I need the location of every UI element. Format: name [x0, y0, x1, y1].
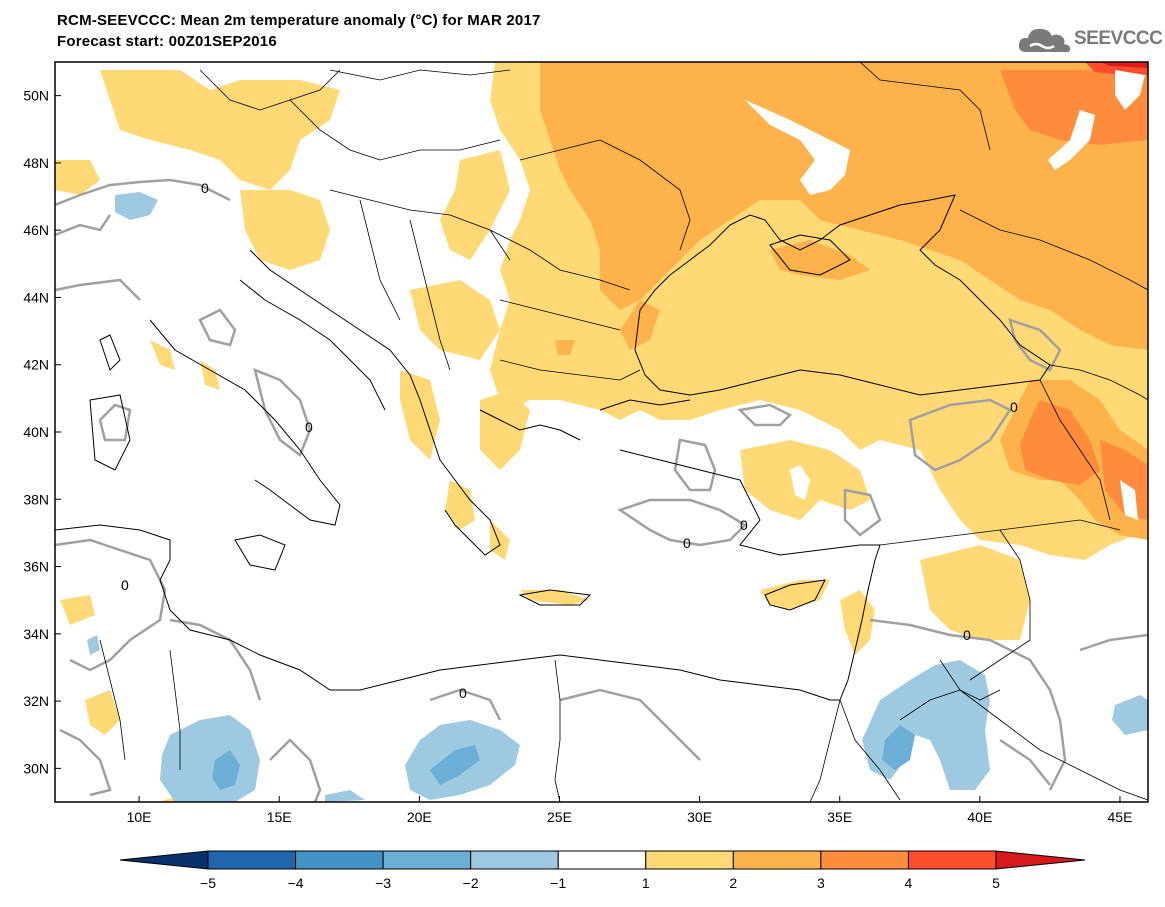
colorbar-bin-9	[907, 850, 997, 870]
colorbar-bin-5	[557, 850, 647, 870]
colorbar-bin-2	[295, 850, 384, 870]
colorbar-tick-label: −3	[375, 875, 391, 891]
coastlines	[55, 194, 1051, 701]
cloud-icon	[1018, 28, 1071, 53]
contour-label: 0	[1010, 399, 1018, 415]
contour-label: 0	[201, 180, 209, 196]
colorbar-tick-label: 5	[992, 875, 1000, 891]
contour-label: 0	[459, 685, 467, 701]
colorbar-bin-8	[820, 850, 909, 870]
lat-tick-label: 40N	[23, 424, 49, 440]
contour-label: 0	[683, 535, 691, 551]
colorbar-bin-1	[207, 850, 297, 870]
longitude-axis: 10E 15E 20E 25E 30E 35E 40E 45E	[127, 796, 1133, 825]
lat-tick-label: 48N	[23, 155, 49, 171]
colorbar-tick-label: 3	[817, 875, 825, 891]
zero-contour-labels: 0 0 0 0 0 0 0 0	[121, 180, 1018, 701]
anomaly-3-4-areas	[1000, 70, 1148, 520]
colorbar-bin-6	[645, 850, 734, 870]
forecast-start-label: Forecast start: 00Z01SEP2016	[57, 33, 277, 50]
lat-tick-label: 38N	[23, 491, 49, 507]
logo-text: SEEVCCC	[1074, 28, 1163, 49]
colorbar-bin-3	[382, 850, 472, 870]
lon-tick-label: 10E	[127, 809, 152, 825]
lat-tick-label: 32N	[23, 693, 49, 709]
contour-label: 0	[963, 627, 971, 643]
lat-tick-label: 46N	[23, 222, 49, 238]
contour-label: 0	[740, 517, 748, 533]
colorbar-tick-label: 1	[642, 875, 650, 891]
lat-tick-label: 50N	[23, 88, 49, 104]
colorbar-tick-label: 4	[905, 875, 913, 891]
anomaly-fields	[55, 62, 1148, 802]
colorbar-tick-label: 2	[729, 875, 737, 891]
lon-tick-label: 15E	[267, 809, 292, 825]
country-borders	[99, 62, 1148, 802]
neutral-gaps	[745, 70, 1145, 520]
colorbar-tick-label: −2	[463, 875, 479, 891]
lon-tick-label: 45E	[1108, 809, 1133, 825]
lat-tick-label: 44N	[23, 289, 49, 305]
lon-tick-label: 35E	[827, 809, 852, 825]
lat-tick-label: 36N	[23, 559, 49, 575]
anomaly-neg-2-3-areas	[212, 725, 915, 790]
lon-tick-label: 20E	[407, 809, 432, 825]
colorbar-bin-4	[470, 850, 559, 870]
colorbar-tick-label: −5	[200, 875, 216, 891]
zero-contours	[55, 178, 1148, 802]
lat-tick-label: 34N	[23, 626, 49, 642]
contour-label: 0	[121, 577, 129, 593]
lat-tick-label: 42N	[23, 357, 49, 373]
colorbar: −5 −4 −3 −2 −1 1 2 3 4 5	[119, 850, 1086, 891]
anomaly-4-plus-areas	[1085, 62, 1148, 75]
lon-tick-label: 30E	[687, 809, 712, 825]
lon-tick-label: 25E	[547, 809, 572, 825]
colorbar-bin-7	[732, 850, 822, 870]
contour-label: 0	[305, 419, 313, 435]
lon-tick-label: 40E	[967, 809, 992, 825]
colorbar-tick-label: −1	[550, 875, 566, 891]
map-title: RCM-SEEVCCC: Mean 2m temperature anomaly…	[57, 12, 541, 29]
seevccc-logo: SEEVCCC	[1016, 22, 1163, 58]
colorbar-tick-label: −4	[288, 875, 304, 891]
colorbar-bin-10	[995, 850, 1086, 870]
lat-tick-label: 30N	[23, 760, 49, 776]
latitude-axis: 30N 32N 34N 36N 38N 40N 42N 44N 46N 48N 50N	[23, 88, 61, 776]
colorbar-bin-0	[119, 850, 209, 870]
